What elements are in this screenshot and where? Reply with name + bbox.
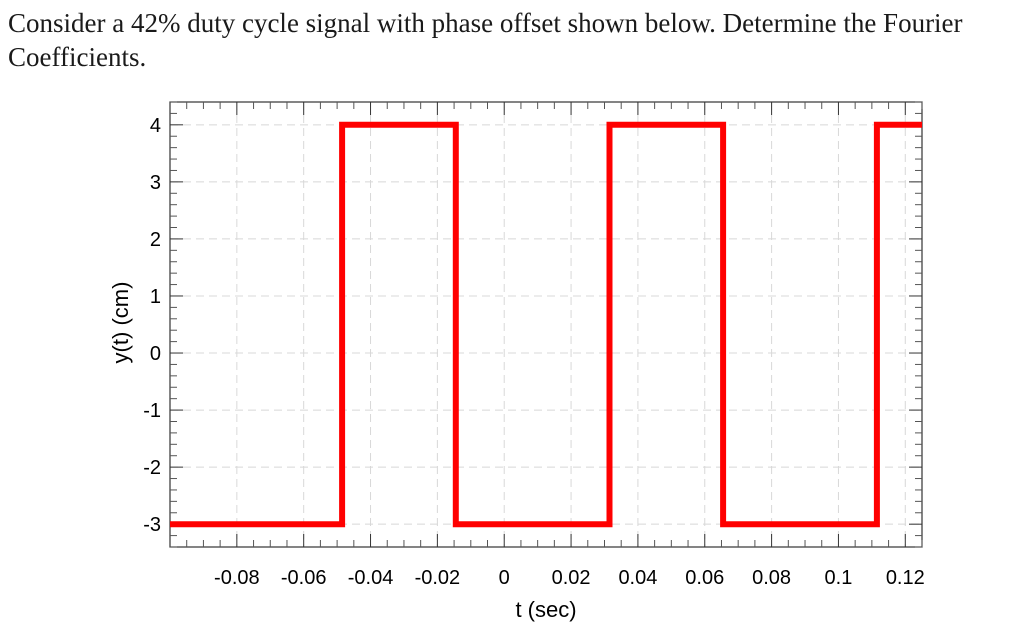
x-tick-label: -0.08: [214, 567, 260, 589]
series-layer: [170, 121, 922, 528]
minor-ticks: [170, 101, 923, 548]
x-axis-title: t (sec): [515, 597, 576, 622]
x-tick-label: 0.04: [618, 567, 657, 589]
x-tick-label: 0.1: [825, 567, 853, 589]
x-tick-label: -0.06: [281, 567, 327, 589]
y-tick-label: 1: [150, 286, 161, 308]
x-tick-label: 0.02: [552, 567, 591, 589]
major-ticks: [170, 102, 922, 547]
x-tick-labels: -0.08 -0.06 -0.04 -0.02 0 0.02 0.04 0.06 0.08 0.1…: [214, 567, 925, 589]
x-tick-label: -0.02: [415, 567, 461, 589]
y-tick-label: 4: [150, 115, 161, 137]
signal-trace: [170, 121, 922, 528]
x-tick-label: -0.04: [348, 567, 394, 589]
y-tick-label: 0: [150, 343, 161, 365]
y-tick-label: 3: [150, 172, 161, 194]
plot-frame: [169, 101, 923, 548]
y-tick-labels: -3 -2 -1 0 1 2 3 4: [143, 115, 161, 536]
y-tick-label: -2: [143, 457, 161, 479]
y-tick-label: -1: [143, 400, 161, 422]
x-tick-label: 0.08: [752, 567, 791, 589]
x-tick-label: 0.12: [886, 567, 925, 589]
y-axis-title: y(t) (cm): [108, 282, 133, 364]
y-tick-label: 2: [150, 229, 161, 251]
grid-lines: [170, 102, 922, 547]
y-tick-label: -3: [143, 514, 161, 536]
x-tick-label: 0: [499, 567, 510, 589]
x-tick-label: 0.06: [685, 567, 724, 589]
question-text: Consider a 42% duty cycle signal with ph…: [8, 8, 963, 72]
